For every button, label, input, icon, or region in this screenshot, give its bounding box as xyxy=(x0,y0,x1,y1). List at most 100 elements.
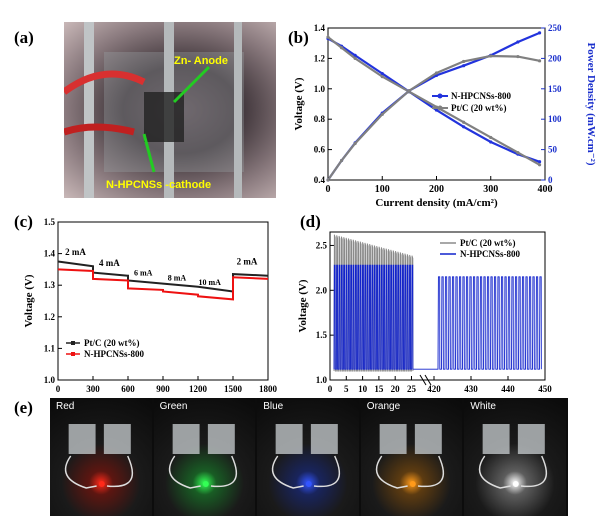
legend-label-c: Pt/C (20 wt%) xyxy=(84,338,140,348)
data-point-b xyxy=(326,178,330,182)
led-photo-strip: Red Green Blue Orange xyxy=(50,398,568,516)
x-tick-label-c: 0 xyxy=(56,384,61,394)
y-tick-label-c: 1.1 xyxy=(44,343,56,353)
legend-label-d: N-HPCNSs-800 xyxy=(460,249,520,259)
x-tick-label-b: 200 xyxy=(429,184,444,195)
y-tick-label-d: 1.5 xyxy=(316,330,328,340)
data-point-b xyxy=(516,151,520,155)
x-tick-label-d: 15 xyxy=(374,384,384,394)
current-annotation-c: 10 mA xyxy=(198,278,221,287)
data-point-b xyxy=(489,54,493,58)
y-tick-label-left-b: 0.8 xyxy=(314,114,326,124)
y-tick-label-left-b: 1.4 xyxy=(314,23,326,33)
y-axis-label-d: Voltage (V) xyxy=(297,279,309,332)
led-color-label: Green xyxy=(159,401,188,412)
y-tick-label-right-b: 250 xyxy=(548,23,562,33)
anode-label: Zn- Anode xyxy=(174,55,228,67)
led-panel-red: Red xyxy=(50,398,152,516)
x-tick-label-b: 300 xyxy=(483,184,498,195)
x-tick-label-d: 0 xyxy=(328,384,333,394)
current-annotation-c: 2 mA xyxy=(65,247,86,257)
data-point-b xyxy=(339,46,344,50)
led-panel-green: Green xyxy=(153,398,256,516)
data-point-b xyxy=(537,59,542,63)
data-point-b xyxy=(537,31,542,35)
x-tick-label-d: 450 xyxy=(538,384,552,394)
panel-letter-e: (e) xyxy=(14,398,33,417)
series-line-b xyxy=(327,54,540,181)
series-line-b xyxy=(327,36,541,166)
y-tick-label-c: 1.5 xyxy=(44,217,56,227)
y-tick-label-right-b: 200 xyxy=(548,53,562,63)
data-point-b xyxy=(407,89,411,93)
led-color-label: Orange xyxy=(366,401,401,412)
x-tick-label-c: 600 xyxy=(121,384,135,394)
led-panel-orange: Orange xyxy=(360,398,463,516)
y-tick-label-right-b: 150 xyxy=(548,84,562,94)
x-tick-label-b: 100 xyxy=(375,184,390,195)
series-line-c xyxy=(57,268,269,301)
x-tick-label-c: 1200 xyxy=(189,384,208,394)
panel-letter-a: (a) xyxy=(14,28,34,47)
legend-marker-c xyxy=(71,341,75,345)
data-point-b xyxy=(462,125,466,129)
legend-marker-b xyxy=(437,93,443,99)
y-tick-label-left-b: 0.6 xyxy=(314,145,326,155)
y-tick-label-right-b: 100 xyxy=(548,114,562,124)
x-tick-label-c: 300 xyxy=(86,384,100,394)
data-point-b xyxy=(380,112,384,116)
data-point-b xyxy=(537,163,542,167)
legend-label-c: N-HPCNSs-800 xyxy=(84,349,144,359)
panel-letter-c: (c) xyxy=(14,212,33,231)
data-point-b xyxy=(489,140,493,144)
data-point-b xyxy=(516,40,520,44)
data-point-b xyxy=(353,56,357,61)
plot-frame-d xyxy=(329,231,546,381)
x-tick-label-d: 440 xyxy=(501,384,515,394)
y-axis-label-c: Voltage (V) xyxy=(23,274,35,327)
battery-photo: Zn- Anode N-HPCNSs -cathode xyxy=(64,22,276,198)
legend-label-b: Pt/C (20 wt%) xyxy=(451,103,507,113)
legend-marker-b xyxy=(437,105,443,111)
current-annotation-c: 6 mA xyxy=(134,269,153,278)
data-point-b xyxy=(380,75,384,79)
y-tick-label-right-b: 50 xyxy=(548,145,558,155)
y-tick-label-left-b: 1.2 xyxy=(314,53,326,63)
data-point-b xyxy=(380,72,384,76)
x-tick-label-c: 1800 xyxy=(259,384,278,394)
y-tick-label-c: 1.4 xyxy=(44,249,56,259)
data-point-b xyxy=(489,135,493,140)
data-point-b xyxy=(326,35,330,39)
current-annotation-c: 2 mA xyxy=(237,257,258,267)
led-panel-white: White xyxy=(464,398,566,516)
series-line-b xyxy=(327,37,540,163)
current-annotation-c: 4 mA xyxy=(99,258,120,268)
data-point-b xyxy=(353,141,357,146)
series-line-d xyxy=(333,264,542,370)
y-tick-label-left-b: 1.0 xyxy=(314,84,326,94)
data-point-b xyxy=(516,54,520,59)
data-point-b xyxy=(462,120,466,124)
y-tick-label-c: 1.0 xyxy=(44,375,56,385)
x-tick-label-d: 5 xyxy=(344,384,349,394)
y-tick-label-right-b: 0 xyxy=(548,175,553,185)
x-tick-label-d: 430 xyxy=(464,384,478,394)
y-tick-label-d: 2.0 xyxy=(316,285,328,295)
led-panel-blue: Blue xyxy=(257,398,359,516)
y-tick-label-left-b: 0.4 xyxy=(314,175,326,185)
legend-label-b: N-HPCNSs-800 xyxy=(451,91,511,101)
data-point-b xyxy=(353,53,357,57)
panel-letter-d: (d) xyxy=(300,212,321,231)
data-point-b xyxy=(339,158,344,163)
x-tick-label-d: 10 xyxy=(358,384,368,394)
x-tick-label-c: 900 xyxy=(156,384,170,394)
y-tick-label-d: 1.0 xyxy=(316,375,328,385)
led-color-label: White xyxy=(470,401,496,412)
cathode-label: N-HPCNSs -cathode xyxy=(106,179,211,191)
data-point-b xyxy=(434,71,439,75)
y-axis-label-left-b: Voltage (V) xyxy=(293,77,305,130)
y-tick-label-c: 1.2 xyxy=(44,312,56,322)
y-tick-label-c: 1.3 xyxy=(44,280,56,290)
